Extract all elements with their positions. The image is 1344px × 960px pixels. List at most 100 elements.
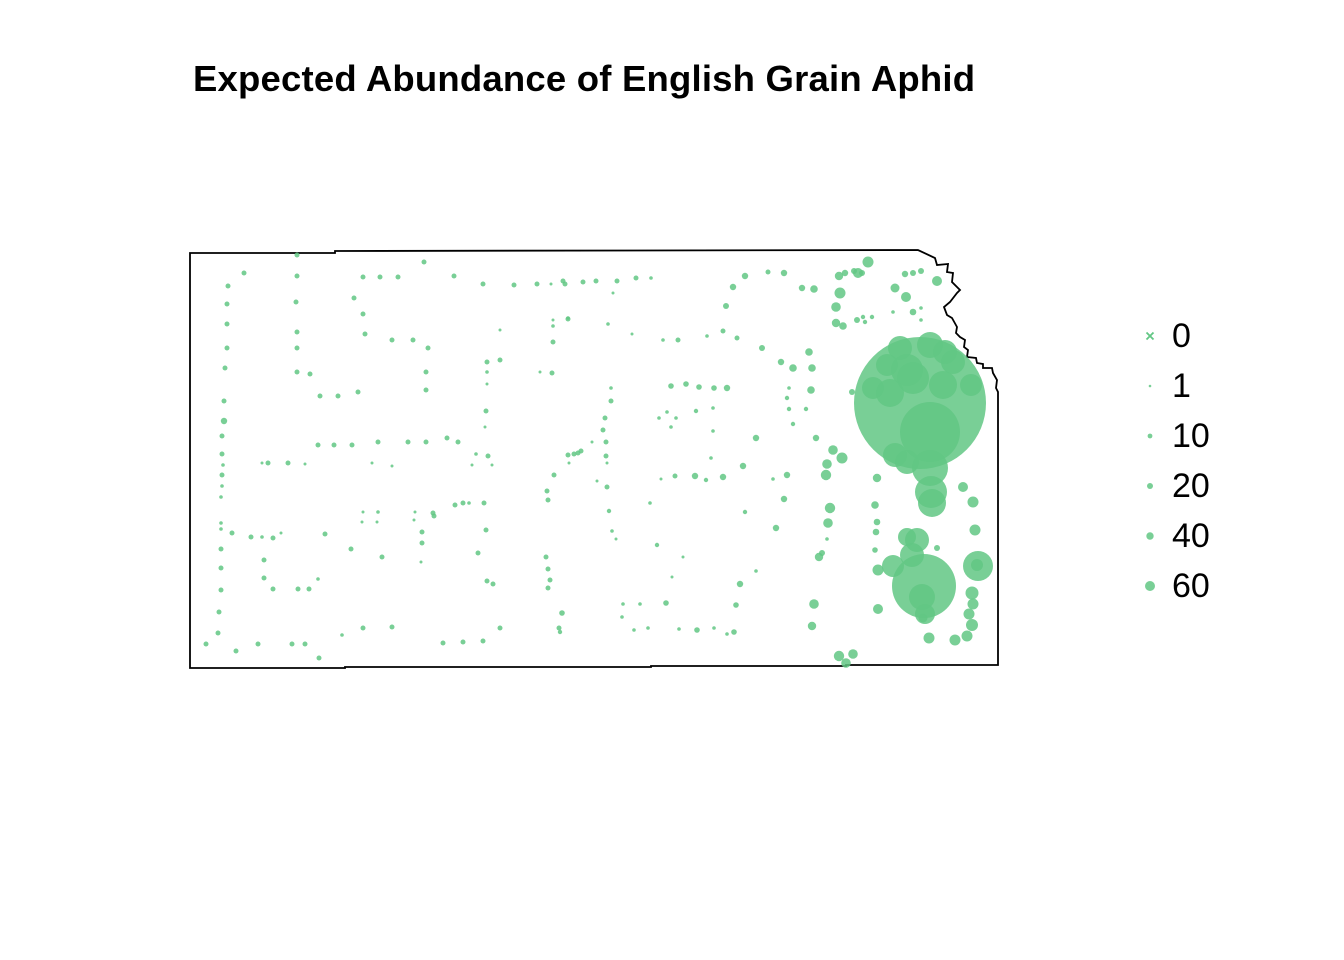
abundance-bubble — [360, 274, 366, 280]
legend-circle-icon — [1132, 468, 1168, 504]
abundance-bubble — [841, 269, 849, 277]
abundance-bubble — [377, 274, 383, 280]
legend-item-20: 20 — [1132, 461, 1210, 511]
abundance-bubble — [219, 433, 225, 439]
abundance-bubble — [668, 383, 674, 389]
abundance-bubble — [545, 585, 551, 591]
abundance-bubble — [224, 345, 230, 351]
abundance-bubble — [306, 586, 312, 592]
abundance-bubble — [891, 354, 923, 386]
abundance-bubble — [225, 283, 231, 289]
abundance-bubble — [876, 379, 904, 407]
abundance-bubble — [915, 604, 935, 624]
abundance-bubble — [657, 416, 661, 420]
abundance-bubble — [511, 282, 517, 288]
abundance-bubble — [814, 552, 824, 562]
abundance-bubble — [602, 415, 608, 421]
abundance-bubble — [556, 625, 562, 631]
abundance-bubble — [833, 650, 845, 662]
abundance-bubble — [783, 471, 791, 479]
abundance-bubble — [882, 555, 904, 577]
abundance-bubble — [474, 452, 478, 456]
chart-title: Expected Abundance of English Grain Aphi… — [193, 58, 976, 99]
abundance-bubble — [674, 416, 678, 420]
abundance-bubble — [389, 337, 395, 343]
abundance-bubble — [603, 439, 609, 445]
abundance-bubble — [485, 370, 489, 374]
abundance-bubble — [836, 452, 848, 464]
abundance-bubble — [872, 547, 878, 553]
abundance-bubble — [600, 427, 606, 433]
abundance-bubble — [723, 384, 731, 392]
abundance-bubble — [670, 575, 674, 579]
abundance-bubble — [551, 472, 557, 478]
abundance-bubble — [484, 359, 490, 365]
abundance-bubble — [848, 649, 858, 659]
abundance-bubble — [665, 410, 669, 414]
abundance-bubble — [890, 283, 900, 293]
legend-item-0: 0 — [1132, 311, 1210, 361]
abundance-bubble — [786, 406, 792, 412]
abundance-bubble — [960, 374, 982, 396]
abundance-bubble — [335, 393, 341, 399]
abundance-bubble — [966, 619, 978, 631]
abundance-bubble — [475, 550, 481, 556]
abundance-bubble — [862, 256, 874, 268]
abundance-bubble — [215, 630, 221, 636]
abundance-bubble — [620, 615, 624, 619]
abundance-bubble — [739, 462, 747, 470]
abundance-bubble — [375, 439, 381, 445]
abundance-bubble — [483, 425, 487, 429]
abundance-bubble — [649, 276, 653, 280]
abundance-bubble — [720, 328, 726, 334]
abundance-bubble — [405, 439, 411, 445]
abundance-bubble — [872, 473, 882, 483]
abundance-bubble — [260, 535, 264, 539]
abundance-bubble — [888, 336, 912, 360]
abundance-bubble — [862, 319, 868, 325]
abundance-bubble — [216, 609, 222, 615]
abundance-bubble — [444, 435, 450, 441]
abundance-bubble — [772, 524, 780, 532]
abundance-bubble — [823, 518, 833, 528]
abundance-bubble — [831, 302, 841, 312]
abundance-bubble — [703, 477, 709, 483]
abundance-bubble — [605, 461, 609, 465]
abundance-bubble — [322, 531, 328, 537]
abundance-bubble — [614, 537, 618, 541]
abundance-bubble — [621, 602, 625, 606]
abundance-bubble — [302, 641, 308, 647]
abundance-bubble — [294, 252, 300, 258]
abundance-bubble — [869, 314, 875, 320]
abundance-bubble — [934, 545, 940, 551]
abundance-bubble — [480, 281, 486, 287]
abundance-bubble — [606, 322, 610, 326]
abundance-bubble — [289, 641, 295, 647]
abundance-bubble — [440, 640, 446, 646]
abundance-bubble — [860, 314, 866, 320]
abundance-bubble — [219, 451, 225, 457]
abundance-bubble — [711, 385, 717, 391]
abundance-bubble — [742, 509, 748, 515]
abundance-bubble — [270, 535, 276, 541]
abundance-bubble — [248, 534, 254, 540]
abundance-bubble — [241, 270, 247, 276]
abundance-bubble — [810, 285, 818, 293]
abundance-bubble — [340, 633, 344, 637]
abundance-bubble — [484, 578, 490, 584]
abundance-bubble — [646, 626, 650, 630]
abundance-bubble — [490, 463, 494, 467]
abundance-bubble — [224, 301, 230, 307]
abundance-bubble — [219, 527, 223, 531]
abundance-bubble — [571, 451, 577, 457]
abundance-bubble — [731, 629, 737, 635]
abundance-bubble — [593, 278, 599, 284]
abundance-bubble — [220, 484, 224, 488]
abundance-bubble — [603, 453, 609, 459]
abundance-bubble — [285, 460, 291, 466]
abundance-bubble — [632, 628, 636, 632]
abundance-bubble — [839, 322, 847, 330]
abundance-bubble — [873, 518, 881, 526]
abundance-bubble — [765, 269, 771, 275]
abundance-bubble — [423, 369, 429, 375]
